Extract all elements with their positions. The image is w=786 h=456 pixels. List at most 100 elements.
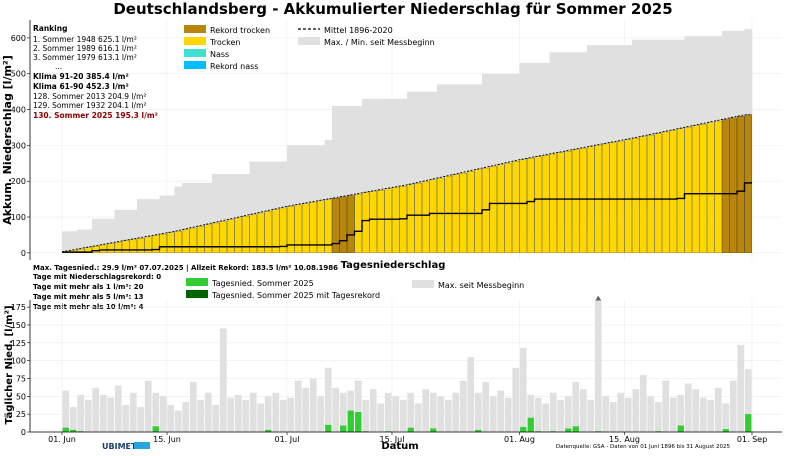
legend-swatch-rekord-nass xyxy=(184,61,206,69)
max-bar xyxy=(632,389,640,432)
daily-bar xyxy=(62,427,69,432)
max-bar xyxy=(369,389,377,432)
max-bar xyxy=(309,378,317,432)
accum-bar xyxy=(354,194,362,253)
range-bar xyxy=(99,218,108,253)
legend-label-rekord-trocken: Rekord trocken xyxy=(210,26,270,35)
range-bar xyxy=(234,174,243,252)
accum-bar xyxy=(264,211,272,253)
max-bar xyxy=(459,380,467,432)
range-bar xyxy=(249,161,258,250)
accum-bar xyxy=(632,138,640,253)
accum-bar xyxy=(677,128,685,253)
range-bar xyxy=(512,73,520,239)
range-bar xyxy=(167,195,175,252)
max-bar xyxy=(414,403,422,432)
daily-bar xyxy=(325,424,332,432)
accum-bar xyxy=(489,166,497,253)
range-bar xyxy=(242,174,250,250)
stats-line: Tage mit mehr als 5 l/m²: 13 xyxy=(33,293,144,301)
max-bar xyxy=(714,387,722,432)
max-bar xyxy=(647,396,655,432)
range-bar xyxy=(219,174,228,252)
range-bar xyxy=(639,39,648,207)
ranking-ellipsis: ... xyxy=(55,62,62,71)
range-bar xyxy=(264,161,273,250)
range-bar xyxy=(62,231,70,253)
range-bar xyxy=(482,73,490,245)
max-bar xyxy=(287,397,295,432)
range-bar xyxy=(339,105,348,249)
accum-bar xyxy=(639,136,647,253)
top-lines xyxy=(61,114,752,253)
max-bar xyxy=(699,397,707,432)
x-tick-label: 01. Sep xyxy=(737,435,767,444)
accum-bar xyxy=(204,224,212,253)
daily-bar xyxy=(745,414,752,432)
accum-bar xyxy=(737,116,745,253)
max-bar xyxy=(512,367,520,432)
range-bar xyxy=(497,73,505,245)
max-bar xyxy=(129,392,137,432)
range-bar xyxy=(129,209,138,253)
max-bar xyxy=(549,392,557,432)
y-tick-label: 75 xyxy=(16,374,26,383)
range-bar xyxy=(579,52,588,228)
accum-bar xyxy=(234,217,242,253)
max-bar xyxy=(294,380,302,432)
daily-bar xyxy=(677,425,684,432)
max-bar xyxy=(339,392,347,432)
daily-bar xyxy=(265,429,272,432)
accum-bar xyxy=(714,120,722,253)
accum-bar xyxy=(504,162,512,253)
max-bar xyxy=(407,392,415,432)
legend-swatch-maxmin xyxy=(298,37,320,45)
accum-bar xyxy=(497,164,505,253)
accum-bar xyxy=(317,200,325,253)
range-bar xyxy=(309,145,318,249)
accum-bar xyxy=(617,140,625,253)
bottom-legend: Tagesnied. Sommer 2025 Tagesnied. Sommer… xyxy=(186,278,524,300)
range-bar xyxy=(107,218,115,253)
accum-bar xyxy=(167,232,175,253)
max-bar xyxy=(249,392,257,432)
range-bar xyxy=(422,91,430,248)
accum-bar xyxy=(227,219,235,253)
range-bar xyxy=(572,52,580,228)
daily-bar xyxy=(527,417,534,432)
range-bar xyxy=(182,182,190,252)
accum-bar xyxy=(392,187,400,253)
top-range-band xyxy=(62,28,753,253)
max-bar xyxy=(587,399,595,432)
accum-bar xyxy=(294,204,302,253)
range-bar xyxy=(204,182,213,252)
range-bar xyxy=(287,145,295,249)
range-bar xyxy=(189,182,198,252)
accum-bar xyxy=(407,184,415,253)
y-tick-label: 400 xyxy=(11,106,26,115)
legend-swatch-max xyxy=(412,280,434,288)
range-bar xyxy=(714,36,723,192)
max-bar xyxy=(662,380,670,432)
legend-swatch-trocken xyxy=(184,37,206,45)
max-bar xyxy=(167,404,175,432)
accum-bar xyxy=(332,198,340,253)
accum-bar xyxy=(144,236,152,253)
range-bar xyxy=(744,28,753,180)
bottom-x-axis-label: Datum xyxy=(381,441,418,452)
max-bar xyxy=(609,402,617,432)
max-bar xyxy=(422,389,430,432)
max-bar xyxy=(174,410,182,432)
accum-bar xyxy=(602,143,610,253)
max-bar xyxy=(482,382,490,432)
ranking-current: 130. Sommer 2025 195.3 l/m² xyxy=(33,111,158,120)
accum-bar xyxy=(384,188,392,253)
accum-bar xyxy=(669,130,677,253)
max-bar xyxy=(729,380,737,432)
legend-label-mittel: Mittel 1896-2020 xyxy=(324,26,393,35)
y-tick-label: 50 xyxy=(16,392,26,401)
ranking-line: 2. Sommer 1989 616.1 l/m² xyxy=(33,44,137,53)
accum-bar xyxy=(249,214,257,253)
accum-bar xyxy=(197,226,205,253)
max-bar xyxy=(107,397,115,432)
